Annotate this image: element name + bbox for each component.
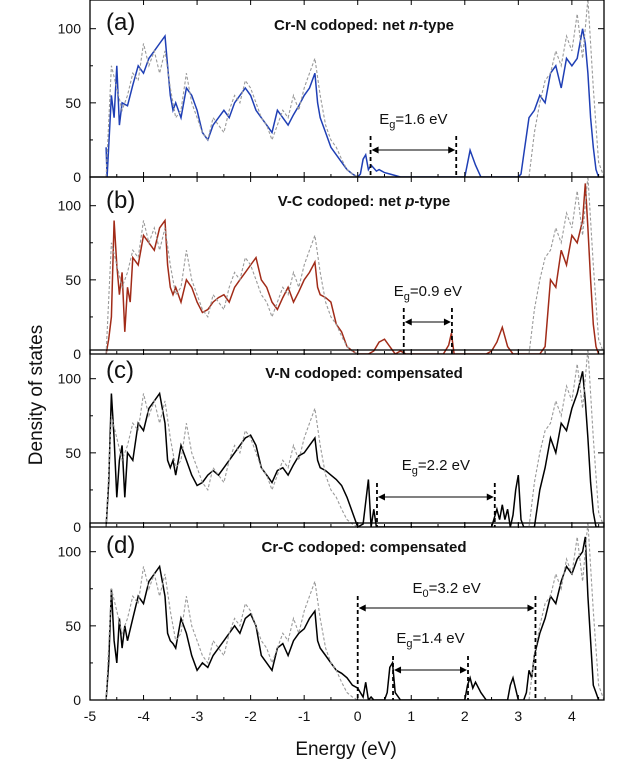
x-tick-label--1: -1: [298, 708, 311, 724]
gap-label-a: Eg=1.6 eV: [379, 111, 447, 131]
y-tick-label-a-50: 50: [65, 95, 81, 111]
reference-dos-line-a: [105, 0, 604, 177]
panel-letter-a: (a): [106, 9, 135, 36]
y-tick-label-d-50: 50: [65, 618, 81, 634]
dos-line-d: [105, 536, 600, 700]
gap-arrowhead-right-b: [443, 318, 451, 326]
y-tick-label-b-50: 50: [65, 272, 81, 288]
reference-dos-line-c: [105, 350, 604, 527]
y-tick-label-c-50: 50: [65, 445, 81, 461]
plot-frame-c: [89, 349, 605, 528]
gap-arrowhead-left-d: [394, 666, 402, 674]
y-tick-label-c-0: 0: [73, 519, 81, 535]
x-tick-label--5: -5: [84, 708, 97, 724]
panel-title-c: V-N codoped: compensated: [265, 365, 463, 382]
dos-line-c: [105, 371, 599, 527]
reference-dos-line-d: [105, 523, 604, 700]
x-tick-label--2: -2: [244, 708, 257, 724]
gap-arrowhead-right-d-e0: [527, 604, 535, 612]
y-tick-label-d-100: 100: [58, 544, 82, 560]
x-tick-label--3: -3: [191, 708, 204, 724]
gap-label-b: Eg=0.9 eV: [394, 283, 462, 303]
panel-letter-d: (d): [106, 532, 135, 559]
x-tick-label-0: 0: [354, 708, 362, 724]
y-tick-label-a-0: 0: [73, 169, 81, 185]
gap-arrowhead-right-a: [448, 146, 456, 154]
gap-arrowhead-left-c: [377, 493, 385, 501]
x-axis-title: Energy (eV): [295, 739, 396, 760]
panel-title-b: V-C codoped: net p-type: [278, 193, 451, 210]
panel-title-a: Cr-N codoped: net n-type: [274, 17, 454, 34]
y-tick-label-d-0: 0: [73, 692, 81, 708]
panel-c: 0 50 100 (c) V-N codoped: compensated Eg=2.2 …: [58, 349, 605, 535]
x-tick-label-4: 4: [568, 708, 576, 724]
x-tick-label-3: 3: [514, 708, 522, 724]
gap-arrowhead-right-c: [486, 493, 494, 501]
gap-arrowhead-left-b: [404, 318, 412, 326]
x-tick-label-1: 1: [407, 708, 415, 724]
y-tick-label-b-100: 100: [58, 198, 82, 214]
dos-line-a: [105, 28, 600, 177]
y-axis-title: Density of states: [26, 325, 47, 465]
y-tick-label-a-100: 100: [58, 21, 82, 37]
y-tick-label-c-100: 100: [58, 371, 82, 387]
panel-letter-b: (b): [106, 187, 135, 214]
gap-label-c: Eg=2.2 eV: [402, 457, 470, 477]
gap-arrowhead-left-d-e0: [358, 604, 366, 612]
x-tick-label--4: -4: [137, 708, 150, 724]
x-tick-label-2: 2: [461, 708, 469, 724]
gap-label-d-e0: E0=3.2 eV: [412, 580, 480, 600]
panel-title-d: Cr-C codoped: compensated: [261, 539, 466, 556]
dos-line-b: [105, 183, 600, 354]
panel-a: 0 50 100 (a) Cr-N codoped: net n-type Eg=1.6 …: [58, 0, 605, 185]
panel-letter-c: (c): [106, 357, 134, 384]
reference-dos-line-b: [105, 177, 604, 354]
gap-label-d: Eg=1.4 eV: [396, 630, 464, 650]
panel-b: 0 50 100 (b) V-C codoped: net p-type Eg=0.9 e…: [58, 176, 605, 362]
gap-arrowhead-left-a: [371, 146, 379, 154]
gap-arrowhead-right-d: [460, 666, 468, 674]
plot-frame-d: [89, 522, 605, 701]
plot-frame-b: [89, 176, 605, 355]
y-tick-label-b-0: 0: [73, 346, 81, 362]
